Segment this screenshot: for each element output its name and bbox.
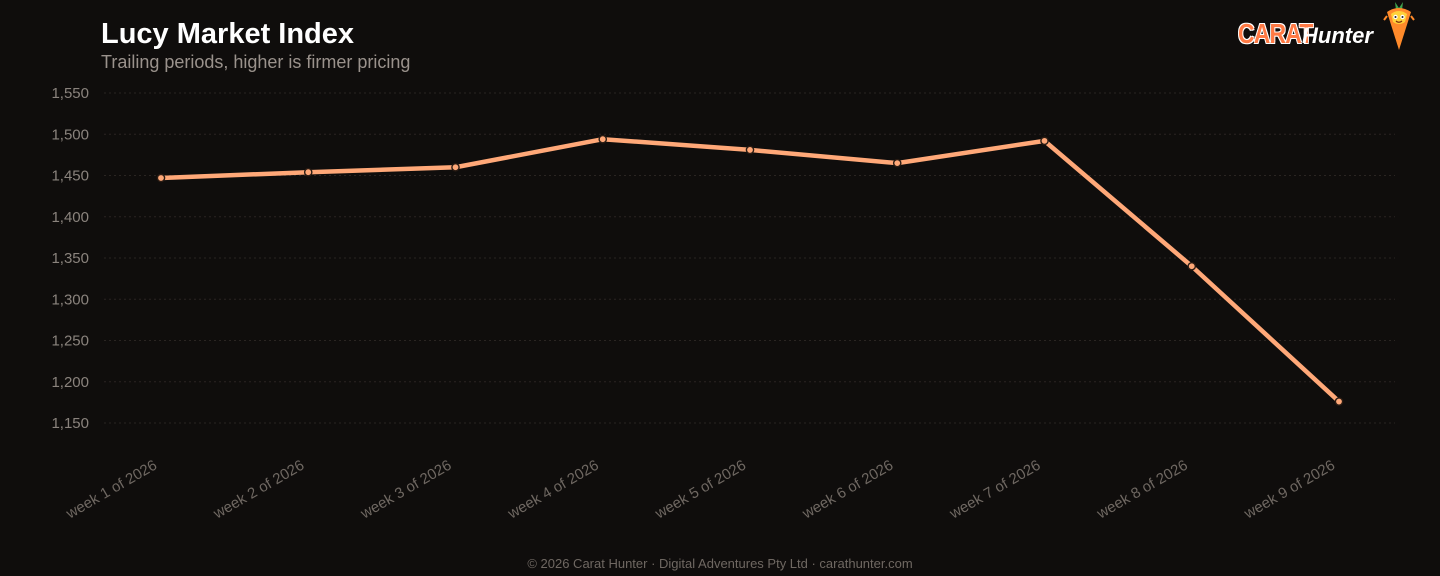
- y-tick-label: 1,200: [51, 374, 89, 391]
- series-line: [158, 136, 1342, 404]
- x-tick-label: week 9 of 2026: [1241, 457, 1338, 523]
- y-tick-label: 1,450: [51, 168, 89, 185]
- logo-wordmark-carat: CARAT: [1238, 18, 1313, 49]
- y-axis: 1,550 1,500 1,450 1,400 1,350 1,300 1,250 1,200…: [51, 85, 89, 432]
- y-tick-label: 1,150: [51, 415, 89, 432]
- y-tick-label: 1,350: [51, 250, 89, 267]
- y-tick-label: 1,550: [51, 85, 89, 102]
- chart-title: Lucy Market Index: [101, 18, 355, 50]
- data-point[interactable]: [598, 134, 608, 144]
- x-axis: week 1 of 2026 week 2 of 2026 week 3 of 20…: [63, 457, 1338, 523]
- y-tick-label: 1,250: [51, 333, 89, 350]
- data-point[interactable]: [451, 162, 460, 172]
- series-layer: [156, 134, 1344, 406]
- x-tick-label: week 8 of 2026: [1093, 457, 1190, 523]
- chart-subtitle: Trailing periods, higher is firmer prici…: [101, 52, 411, 72]
- x-tick-label: week 2 of 2026: [210, 457, 307, 523]
- y-tick-label: 1,400: [51, 209, 89, 226]
- x-tick-label: week 3 of 2026: [357, 457, 454, 523]
- x-tick-label: week 5 of 2026: [652, 457, 749, 523]
- data-point[interactable]: [892, 158, 902, 168]
- x-tick-label: week 7 of 2026: [946, 457, 1043, 523]
- data-point[interactable]: [1187, 261, 1197, 271]
- y-tick-label: 1,300: [51, 291, 89, 308]
- x-tick-label: week 1 of 2026: [63, 457, 160, 523]
- carrot-mascot-icon: [1383, 2, 1415, 50]
- data-point[interactable]: [745, 145, 755, 155]
- grid-layer: [104, 92, 1395, 424]
- carat-hunter-logo[interactable]: CARAT Hunter: [1238, 0, 1418, 56]
- footer-copyright: © 2026 Carat Hunter · Digital Adventures…: [527, 556, 913, 571]
- data-point[interactable]: [156, 173, 166, 183]
- x-tick-label: week 6 of 2026: [799, 457, 896, 523]
- y-tick-label: 1,500: [51, 126, 89, 143]
- x-tick-label: week 4 of 2026: [504, 457, 601, 523]
- data-point[interactable]: [1334, 397, 1344, 406]
- data-point[interactable]: [303, 167, 313, 177]
- data-point[interactable]: [1040, 136, 1049, 146]
- logo-wordmark-hunter: Hunter: [1302, 23, 1373, 48]
